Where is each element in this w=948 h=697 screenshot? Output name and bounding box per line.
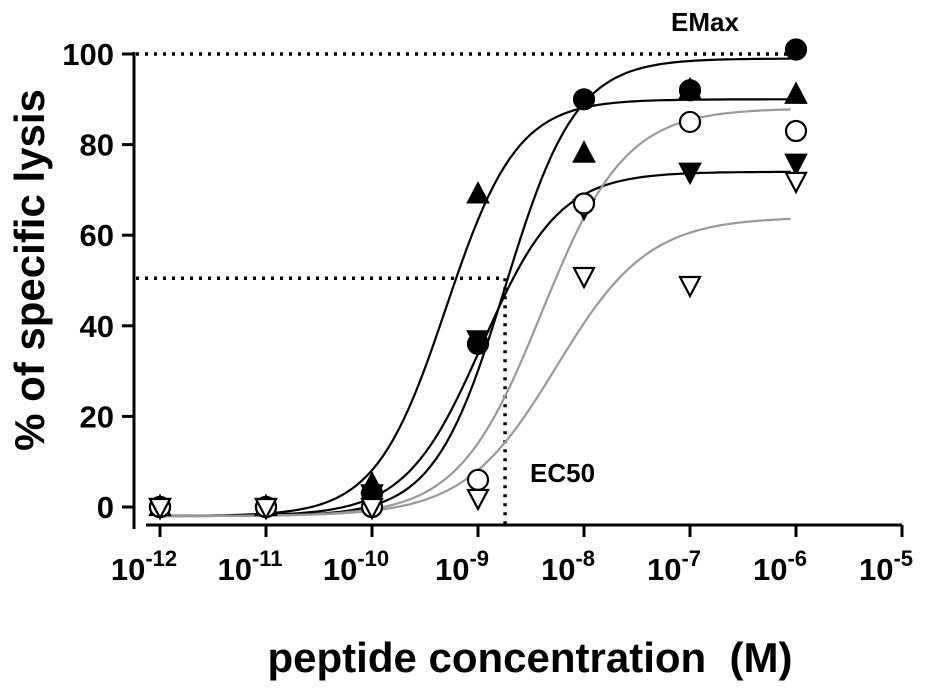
data-point-circle-open bbox=[784, 119, 808, 143]
x-tick-exponent: -9 bbox=[469, 546, 489, 571]
y-ticks: 0 20 40 60 80 100 bbox=[62, 37, 134, 525]
x-tick-exponent: -8 bbox=[575, 546, 595, 571]
x-tick-base: 10 bbox=[217, 552, 251, 587]
y-tick-label: 60 bbox=[80, 218, 114, 253]
x-tick-exponent: -11 bbox=[252, 546, 283, 571]
fit-curve bbox=[160, 98, 791, 517]
data-point-triangle-down-open bbox=[360, 497, 384, 521]
x-tick-base: 10 bbox=[647, 552, 681, 587]
data-point-triangle-down-open bbox=[678, 275, 702, 299]
x-tick-label: 10-9 bbox=[435, 546, 489, 587]
data-point-triangle-down-open bbox=[466, 488, 490, 512]
data-point-triangle-up-filled bbox=[784, 81, 808, 104]
x-tick-label: 10-5 bbox=[859, 546, 913, 587]
x-tick-exponent: -5 bbox=[893, 546, 913, 571]
y-tick-label: 100 bbox=[62, 37, 114, 72]
x-tick-label: 10-12 bbox=[111, 546, 177, 587]
y-tick-label: 80 bbox=[80, 128, 114, 163]
y-tick-label: 40 bbox=[80, 309, 114, 344]
data-point-triangle-down-open bbox=[572, 266, 596, 290]
ec50-label: EC50 bbox=[530, 458, 595, 488]
x-tick-label: 10-6 bbox=[753, 546, 807, 587]
x-tick-label: 10-10 bbox=[323, 546, 389, 587]
data-point-circle-open bbox=[572, 192, 596, 215]
data-point-triangle-up-filled bbox=[466, 181, 490, 204]
x-tick-base: 10 bbox=[541, 552, 575, 587]
y-tick-label: 0 bbox=[97, 490, 114, 525]
x-tick-base: 10 bbox=[111, 552, 145, 587]
axes bbox=[132, 52, 902, 529]
data-point-triangle-down-filled bbox=[466, 330, 490, 353]
data-point-circle-open bbox=[466, 468, 490, 491]
data-point-circle-filled bbox=[572, 88, 596, 111]
x-tick-base: 10 bbox=[435, 552, 469, 587]
data-point-circle-filled bbox=[784, 38, 808, 61]
reference-lines bbox=[136, 52, 796, 525]
data-point-triangle-down-open bbox=[784, 171, 808, 195]
emax-label: EMax bbox=[671, 7, 739, 37]
y-axis-title: % of specific lysis bbox=[6, 89, 53, 451]
data-point-triangle-up-filled bbox=[678, 76, 702, 100]
x-tick-base: 10 bbox=[323, 552, 357, 587]
x-axis-title: peptide concentration (M) bbox=[268, 634, 793, 681]
x-tick-label: 10-7 bbox=[647, 546, 701, 587]
data-point-triangle-down-open bbox=[254, 497, 278, 521]
data-point-triangle-down-filled bbox=[678, 162, 702, 186]
data-point-circle-open bbox=[678, 110, 702, 134]
data-point-triangle-down-filled bbox=[784, 153, 808, 177]
x-tick-exponent: -12 bbox=[145, 546, 177, 571]
data-point-triangle-down-filled bbox=[360, 484, 384, 507]
x-tick-exponent: -7 bbox=[681, 546, 701, 571]
x-tick-exponent: -6 bbox=[787, 546, 807, 571]
x-tick-base: 10 bbox=[753, 552, 787, 587]
data-point-triangle-up-filled bbox=[572, 140, 596, 163]
x-tick-label: 10-8 bbox=[541, 546, 595, 587]
x-ticks: 10-12 10-11 10-10 10-9 10-8 10-7 10-6 10-5 bbox=[111, 525, 913, 587]
y-tick-label: 20 bbox=[80, 399, 114, 434]
x-tick-exponent: -10 bbox=[357, 546, 389, 571]
data-point-triangle-down-open bbox=[148, 497, 172, 521]
data-points bbox=[148, 38, 808, 521]
x-tick-base: 10 bbox=[859, 552, 893, 587]
x-tick-label: 10-11 bbox=[217, 546, 282, 587]
